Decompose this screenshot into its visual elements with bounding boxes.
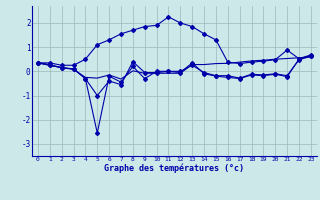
X-axis label: Graphe des températures (°c): Graphe des températures (°c) — [104, 164, 244, 173]
